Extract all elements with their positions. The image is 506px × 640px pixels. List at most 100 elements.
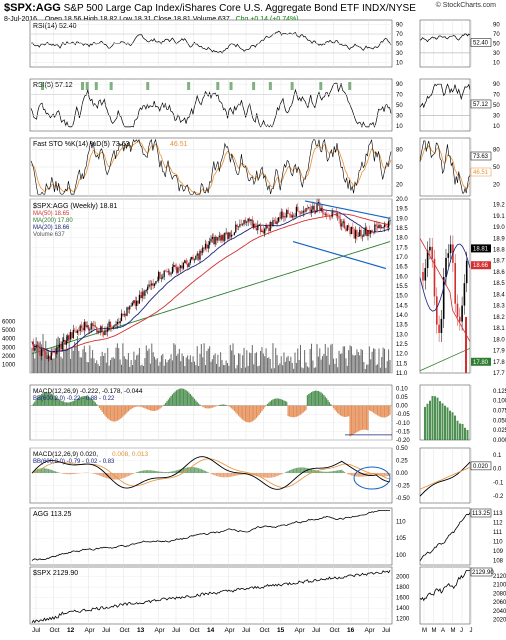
volume-bar xyxy=(301,367,303,373)
histogram-bar xyxy=(248,405,251,423)
x-tick-label: Oct xyxy=(50,627,60,634)
histogram-bar xyxy=(145,405,147,409)
volume-bar xyxy=(151,343,153,373)
y-tick-label-zoom: 111 xyxy=(493,530,503,536)
macd-histogram-bar xyxy=(348,473,350,475)
y-tick-label: 100 xyxy=(396,553,407,559)
histogram-bar xyxy=(310,392,313,406)
macd-histogram-bar xyxy=(56,471,58,473)
macd-histogram-bar xyxy=(174,470,176,473)
volume-bar xyxy=(291,363,293,373)
macd-histogram-bar xyxy=(120,473,123,479)
candle-body xyxy=(186,263,189,268)
histogram-bar xyxy=(103,405,105,414)
volume-bar xyxy=(260,351,262,373)
histogram-bar xyxy=(202,405,204,407)
histogram-bar xyxy=(218,405,220,406)
macd-histogram-bar xyxy=(332,471,335,473)
volume-bar xyxy=(357,352,359,373)
macd-histogram-bar xyxy=(206,471,208,473)
candle-body xyxy=(365,227,368,236)
histogram-bar xyxy=(275,398,277,406)
y-tick-label-zoom: 2080 xyxy=(493,591,506,597)
histogram-bar xyxy=(184,389,186,406)
macd-histogram-bar xyxy=(342,471,344,473)
candle-body xyxy=(354,230,357,239)
histogram-bar xyxy=(178,388,180,406)
macd-histogram-bar xyxy=(184,467,186,473)
volume-bar xyxy=(350,346,352,373)
volume-bar xyxy=(250,353,252,373)
quote-line: 8-Jul-2016 Open 18.56 High 18.82 Low 18.… xyxy=(4,15,504,25)
candle-body xyxy=(287,210,289,214)
histogram-bar xyxy=(166,401,168,406)
macd-histogram-bar xyxy=(175,470,178,473)
agg-line xyxy=(31,509,390,561)
macd-line xyxy=(31,456,391,490)
candle-body xyxy=(173,265,175,268)
candle-body xyxy=(177,267,179,273)
y-tick-label-zoom: 0.0 xyxy=(493,467,502,473)
y-tick-label-zoom: 110 xyxy=(493,539,503,545)
macd-histogram-bar xyxy=(288,470,291,473)
macd-histogram-bar xyxy=(54,471,57,473)
candle-body xyxy=(138,294,140,304)
histogram-bar xyxy=(286,401,288,406)
macd-histogram-bar xyxy=(118,473,120,480)
macd-histogram-bar xyxy=(156,471,158,473)
candle-body xyxy=(111,327,113,329)
volume-bar xyxy=(221,360,223,373)
histogram-bar xyxy=(126,405,128,413)
histogram-bar xyxy=(158,405,160,410)
candle-body xyxy=(109,321,112,328)
histogram-bar xyxy=(327,400,329,406)
macd-histogram-bar xyxy=(301,467,303,473)
histogram-bar xyxy=(75,399,77,406)
volume-bar xyxy=(349,345,351,373)
macd-histogram-bar xyxy=(290,469,292,473)
histogram-bar xyxy=(49,392,51,406)
histogram-bar xyxy=(330,404,332,406)
y-tick-label: 30 xyxy=(396,51,403,57)
candle-body xyxy=(47,356,50,359)
volume-bar xyxy=(138,348,140,373)
volume-bar xyxy=(162,353,164,373)
histogram-bar xyxy=(228,405,230,407)
ma20-zoom xyxy=(419,243,471,312)
candle-body xyxy=(114,325,116,327)
macd-histogram-bar xyxy=(264,473,266,478)
y-tick-label: 17.0 xyxy=(396,255,408,261)
candle-body xyxy=(199,250,201,260)
candle-body xyxy=(67,335,69,341)
histogram-bar xyxy=(348,405,350,417)
histogram-bar xyxy=(264,405,266,408)
macd-histogram-bar xyxy=(265,473,267,478)
macd-histogram-bar xyxy=(71,473,73,475)
candle-body xyxy=(363,234,365,237)
value-tag xyxy=(470,461,492,471)
spx-line xyxy=(31,570,391,624)
histogram-bar xyxy=(297,405,299,417)
volume-bar xyxy=(90,358,92,373)
macd-histogram-bar xyxy=(386,473,388,477)
macd-histogram-bar xyxy=(225,473,227,478)
macd-histogram-bar xyxy=(299,467,302,473)
rsi-overbought-fill xyxy=(81,82,85,90)
volume-bar xyxy=(96,360,98,373)
candle-body xyxy=(214,236,216,245)
y-tick-label: 12.5 xyxy=(396,342,408,348)
volume-bar xyxy=(335,358,337,373)
macd-histogram-bar xyxy=(389,473,391,476)
candle-body xyxy=(257,225,259,231)
volume-bar xyxy=(353,355,355,373)
macd-histogram-bar xyxy=(122,473,124,479)
macd-histogram-bar xyxy=(242,473,244,475)
volume-bar xyxy=(176,355,178,373)
y-tick-label: -0.15 xyxy=(396,429,410,435)
volume-bar xyxy=(57,336,59,373)
candle-body xyxy=(346,225,348,231)
candle-body-zoom xyxy=(436,296,438,325)
volume-bar xyxy=(385,367,387,373)
candle-body xyxy=(290,214,292,218)
candle-body xyxy=(118,321,120,324)
